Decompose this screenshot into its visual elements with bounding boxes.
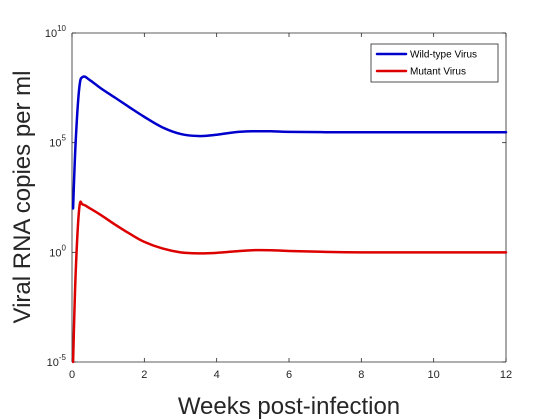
y-tick-label: 1010: [45, 24, 67, 40]
y-tick-label: 105: [49, 134, 66, 150]
y-axis-title: Viral RNA copies per ml: [9, 71, 36, 324]
series-line-0: [71, 75, 508, 210]
x-tick-label: 10: [428, 369, 440, 381]
legend: Wild-type Virus Mutant Virus: [370, 43, 499, 83]
legend-label-wild-type: Wild-type Virus: [410, 50, 477, 61]
series-group: [71, 75, 508, 364]
x-tick-label: 8: [358, 369, 364, 381]
y-tick-label: 10-5: [47, 353, 67, 369]
x-tick-label: 4: [214, 369, 220, 381]
y-tick-label: 100: [49, 243, 66, 259]
legend-box: [370, 43, 499, 83]
x-axis-title: Weeks post-infection: [178, 393, 400, 420]
x-tick-label: 0: [69, 369, 75, 381]
legend-label-mutant: Mutant Virus: [410, 67, 466, 78]
x-tick-label: 6: [286, 369, 292, 381]
series-line-1: [71, 200, 508, 364]
x-tick-label: 12: [500, 369, 512, 381]
x-tick-label: 2: [141, 369, 147, 381]
x-ticks: 0 2 4 6 8 10 12: [69, 33, 512, 381]
